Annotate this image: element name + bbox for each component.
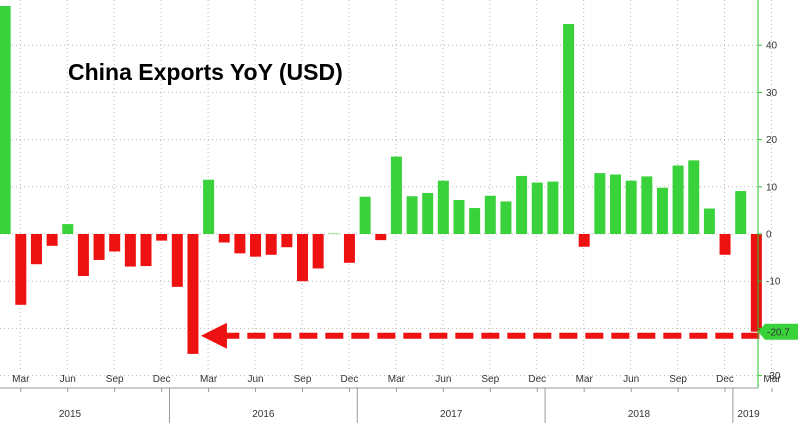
bar xyxy=(703,208,715,234)
bar xyxy=(171,234,183,287)
chart-title: China Exports YoY (USD) xyxy=(68,59,343,85)
dashed-arrow-annotation xyxy=(200,322,760,349)
bar xyxy=(93,234,105,260)
x-tick-label: Dec xyxy=(716,374,734,385)
bar xyxy=(641,176,653,234)
bar xyxy=(578,234,590,247)
bar xyxy=(390,156,402,234)
y-tick-label: 30 xyxy=(766,88,778,99)
year-label: 2015 xyxy=(59,409,82,420)
x-tick-label: Mar xyxy=(763,374,781,385)
bar xyxy=(312,234,324,269)
bar xyxy=(218,234,230,243)
bar xyxy=(156,234,168,241)
bar xyxy=(203,179,215,234)
x-tick-label: Jun xyxy=(60,374,76,385)
bar xyxy=(343,234,355,263)
bar xyxy=(124,234,136,267)
x-tick-label: Dec xyxy=(341,374,359,385)
year-label: 2017 xyxy=(440,409,463,420)
bar xyxy=(437,180,449,234)
x-tick-label: Jun xyxy=(623,374,639,385)
x-tick-label: Mar xyxy=(12,374,30,385)
bar xyxy=(62,224,74,234)
bar xyxy=(547,181,559,234)
bar xyxy=(109,234,121,252)
year-label: 2016 xyxy=(252,409,275,420)
bar xyxy=(610,174,621,234)
bar xyxy=(281,234,293,248)
x-tick-label: Mar xyxy=(388,374,406,385)
x-tick-label: Mar xyxy=(576,374,594,385)
bar xyxy=(672,165,684,234)
arrow-head xyxy=(200,322,227,349)
x-tick-label: Mar xyxy=(200,374,218,385)
bar xyxy=(594,173,606,234)
bar xyxy=(140,234,152,267)
bar xyxy=(297,234,308,282)
bar xyxy=(500,201,512,234)
year-label: 2018 xyxy=(628,409,651,420)
x-tick-label: Dec xyxy=(528,374,546,385)
bar xyxy=(187,234,199,354)
bar xyxy=(688,160,700,234)
year-label: 2019 xyxy=(737,409,760,420)
y-tick-label: -30 xyxy=(766,371,781,382)
x-tick-label: Sep xyxy=(294,374,312,385)
gridlines xyxy=(0,0,772,377)
bar xyxy=(750,234,762,332)
bar xyxy=(234,234,246,254)
x-tick-label: Jun xyxy=(435,374,451,385)
bar xyxy=(719,234,731,255)
x-tick-label: Sep xyxy=(669,374,687,385)
bar xyxy=(328,233,340,235)
x-tick-label: Sep xyxy=(481,374,499,385)
bar xyxy=(250,234,262,257)
y-tick-label: 20 xyxy=(766,135,778,146)
x-axis: Mar Jun Sep Dec Mar Jun Sep Dec Mar Jun Sep Dec Mar J… xyxy=(0,374,781,423)
y-tick-label: -10 xyxy=(766,277,781,288)
y-tick-label: 10 xyxy=(766,182,778,193)
bar xyxy=(359,196,371,234)
bar xyxy=(735,191,747,234)
bar xyxy=(625,180,637,234)
y-tick-label: 40 xyxy=(766,41,778,52)
bar xyxy=(406,196,418,234)
bar xyxy=(422,192,434,234)
bar xyxy=(563,23,575,235)
bars xyxy=(0,6,762,354)
bar xyxy=(469,208,481,234)
bar xyxy=(656,187,668,234)
bar xyxy=(15,234,27,305)
bar xyxy=(516,175,528,234)
bar xyxy=(531,182,543,234)
x-tick-label: Dec xyxy=(153,374,171,385)
last-value-box xyxy=(758,323,798,340)
bar xyxy=(265,234,277,255)
y-tick-label: 0 xyxy=(766,230,772,241)
bar xyxy=(453,200,465,234)
x-tick-label: Jun xyxy=(247,374,263,385)
last-value-label: -20.7 xyxy=(767,328,790,339)
x-tick-label: Sep xyxy=(106,374,124,385)
bar xyxy=(484,195,496,234)
bar xyxy=(77,234,89,277)
bar xyxy=(375,234,387,241)
bar xyxy=(0,6,11,234)
bar xyxy=(46,234,58,246)
bar xyxy=(30,234,42,265)
